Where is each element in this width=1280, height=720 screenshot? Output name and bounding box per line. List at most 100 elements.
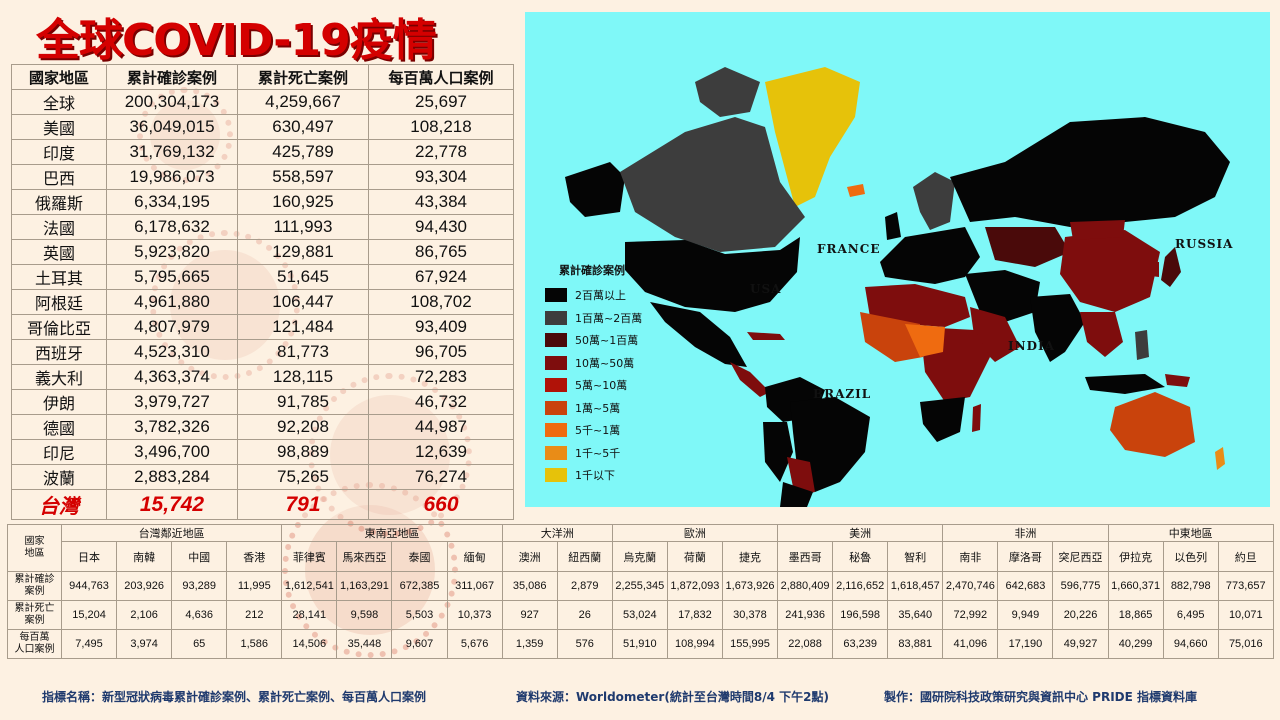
country-name-cell: 美國 <box>11 114 107 140</box>
value-cell: 72,992 <box>942 600 999 630</box>
value-cell: 425,789 <box>237 139 369 165</box>
value-cell: 1,163,291 <box>336 571 393 601</box>
map-label-india: INDIA <box>1008 339 1055 353</box>
legend-item: 1千~5千 <box>545 442 642 465</box>
value-cell: 1,872,093 <box>666 571 723 601</box>
country-header: 摩洛哥 <box>997 541 1054 572</box>
value-cell: 108,994 <box>666 629 723 659</box>
value-cell: 128,115 <box>237 364 369 390</box>
country-name-cell: 西班牙 <box>11 339 107 365</box>
value-cell: 40,299 <box>1107 629 1164 659</box>
value-cell: 1,673,926 <box>721 571 779 601</box>
legend-label: 2百萬以上 <box>575 289 626 303</box>
value-cell: 642,683 <box>997 571 1054 601</box>
map-region-india <box>1030 294 1085 362</box>
value-cell: 76,274 <box>368 464 514 490</box>
value-cell: 203,926 <box>116 571 173 601</box>
table-row: 土耳其 5,795,665 51,645 67,924 <box>11 264 514 290</box>
row-header: 每百萬 人口案例 <box>7 629 62 659</box>
value-cell: 9,949 <box>997 600 1054 630</box>
value-cell: 93,289 <box>171 571 228 601</box>
region-header: 東南亞地區 <box>281 524 503 542</box>
value-cell: 93,304 <box>368 164 514 190</box>
country-name-cell: 英國 <box>11 239 107 265</box>
legend-item: 1百萬~2百萬 <box>545 307 642 330</box>
value-cell: 9,598 <box>336 600 393 630</box>
page-title: 全球COVID-19疫情 <box>36 15 437 66</box>
value-cell: 75,016 <box>1217 629 1274 659</box>
value-cell: 1,618,457 <box>887 571 944 601</box>
value-cell: 111,993 <box>237 214 369 240</box>
map-region-papua <box>1165 374 1190 387</box>
legend-swatch <box>545 333 567 348</box>
country-header: 紐西蘭 <box>556 541 613 572</box>
value-cell: 10,373 <box>446 600 503 630</box>
value-cell: 4,807,979 <box>106 314 238 340</box>
map-region-alaska <box>565 162 625 217</box>
map-label-russia: RUSSIA <box>1175 237 1234 251</box>
country-header: 秘魯 <box>832 541 889 572</box>
value-cell: 944,763 <box>60 571 118 601</box>
value-cell: 96,705 <box>368 339 514 365</box>
country-name-cell: 巴西 <box>11 164 107 190</box>
value-cell: 93,409 <box>368 314 514 340</box>
row-header: 累計確診 案例 <box>7 571 62 601</box>
legend-label: 1百萬~2百萬 <box>575 311 643 325</box>
value-cell: 75,265 <box>237 464 369 490</box>
value-cell: 160,925 <box>237 189 369 215</box>
value-cell: 212 <box>226 600 283 630</box>
value-cell: 1,359 <box>501 629 558 659</box>
country-header: 泰國 <box>391 541 448 572</box>
value-cell: 12,639 <box>368 439 514 465</box>
map-region-australia <box>1110 392 1195 457</box>
value-cell: 660 <box>368 489 514 520</box>
value-cell: 2,470,746 <box>942 571 999 601</box>
map-region-japan <box>1161 247 1181 287</box>
value-cell: 2,883,284 <box>106 464 238 490</box>
map-region-central-america <box>730 362 770 397</box>
value-cell: 15,742 <box>106 489 238 520</box>
country-name-cell: 義大利 <box>11 364 107 390</box>
value-cell: 53,024 <box>611 600 668 630</box>
country-name-cell: 德國 <box>11 414 107 440</box>
map-region-peru <box>763 422 793 482</box>
legend-title: 累計確診案例 <box>559 264 625 277</box>
region-header: 大洋洲 <box>501 524 613 542</box>
value-cell: 2,116,652 <box>832 571 889 601</box>
legend-item: 1萬~5萬 <box>545 397 642 420</box>
value-cell: 927 <box>501 600 558 630</box>
value-cell: 129,881 <box>237 239 369 265</box>
value-cell: 1,612,541 <box>281 571 338 601</box>
value-cell: 6,178,632 <box>106 214 238 240</box>
table-row: 印度 31,769,132 425,789 22,778 <box>11 139 514 165</box>
value-cell: 1,586 <box>226 629 283 659</box>
value-cell: 3,974 <box>116 629 173 659</box>
table-row: 全球 200,304,173 4,259,667 25,697 <box>11 89 514 115</box>
value-cell: 3,496,700 <box>106 439 238 465</box>
region-header-row: 國家 地區 台灣鄰近地區 東南亞地區 大洋洲 歐洲 美洲 非洲 中東地區 <box>7 524 1274 572</box>
value-cell: 14,506 <box>281 629 338 659</box>
value-cell: 28,141 <box>281 600 338 630</box>
footer-source: 資料來源：Worldometer(統計至台灣時間8/4 下午2點) <box>516 690 829 704</box>
value-cell: 106,447 <box>237 289 369 315</box>
column-header: 每百萬人口案例 <box>368 64 514 90</box>
table-row: 德國 3,782,326 92,208 44,987 <box>11 414 514 440</box>
table-row: 義大利 4,363,374 128,115 72,283 <box>11 364 514 390</box>
table-row: 每百萬 人口案例 7,495 3,974 65 1,586 14,506 35,448 9,6… <box>7 629 1274 659</box>
region-header: 美洲 <box>777 524 944 542</box>
map-region-china <box>1060 230 1160 312</box>
legend-label: 1萬~5萬 <box>575 401 621 415</box>
legend-swatch <box>545 400 567 415</box>
map-region-madagascar <box>972 404 981 432</box>
table-row: 巴西 19,986,073 558,597 93,304 <box>11 164 514 190</box>
map-region-scandinavia <box>913 172 955 230</box>
value-cell: 5,503 <box>391 600 448 630</box>
value-cell: 3,782,326 <box>106 414 238 440</box>
value-cell: 44,987 <box>368 414 514 440</box>
value-cell: 6,334,195 <box>106 189 238 215</box>
region-header: 非洲 <box>942 524 1109 542</box>
country-name-cell: 印尼 <box>11 439 107 465</box>
country-header: 烏克蘭 <box>611 541 668 572</box>
value-cell: 4,259,667 <box>237 89 369 115</box>
map-label-usa: USA <box>750 282 782 296</box>
